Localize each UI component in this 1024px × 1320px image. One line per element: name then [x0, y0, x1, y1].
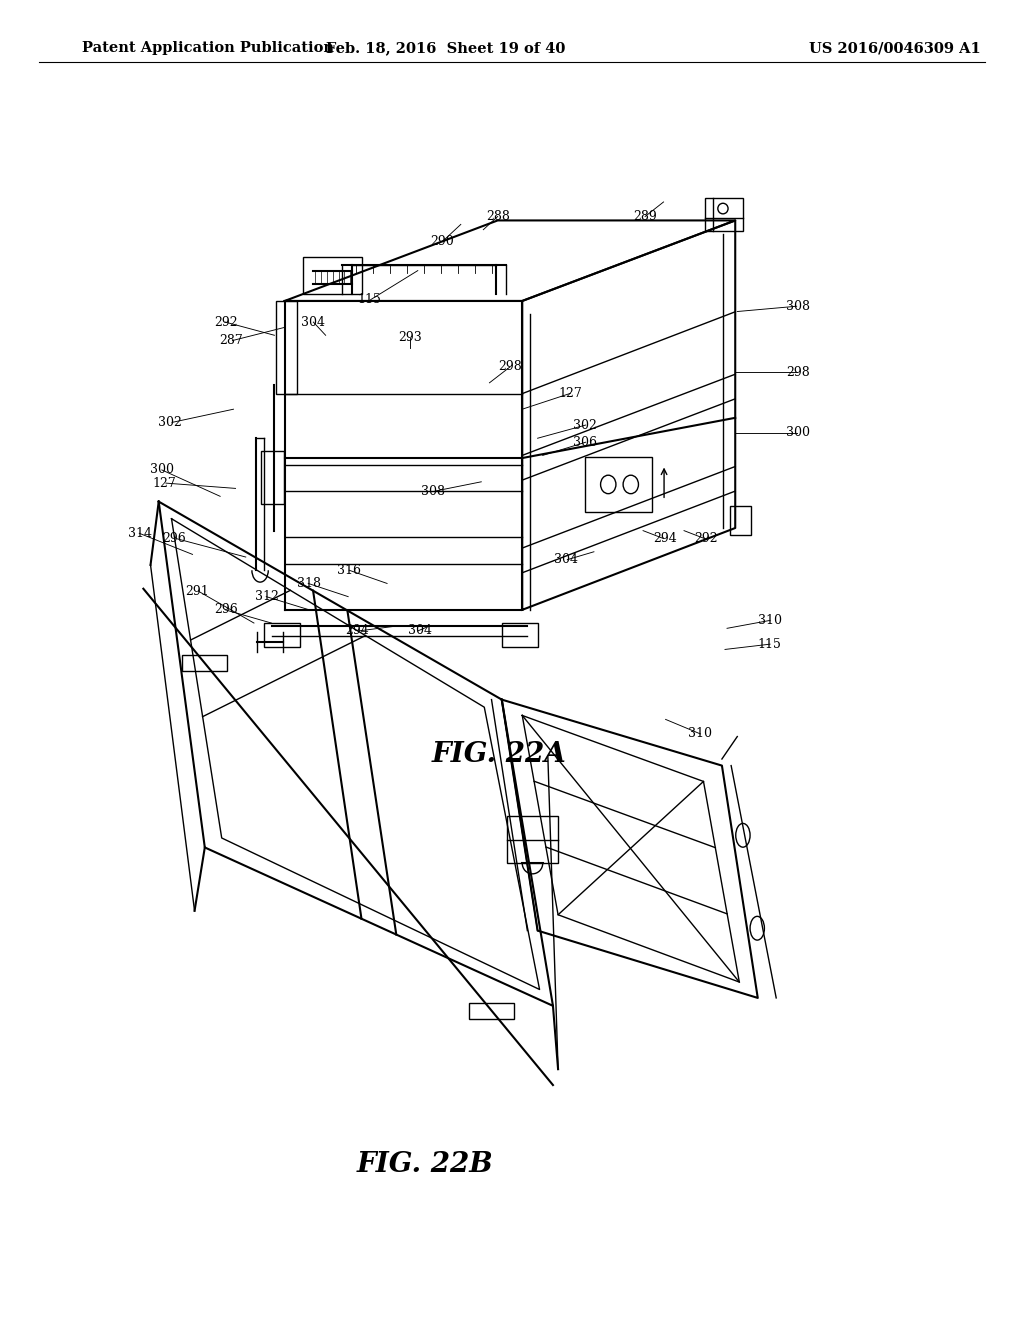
Text: FIG. 22A: FIG. 22A	[431, 741, 566, 768]
Text: Patent Application Publication: Patent Application Publication	[82, 41, 334, 55]
Text: 302: 302	[573, 418, 597, 432]
Text: 296: 296	[163, 532, 186, 545]
Text: FIG. 22B: FIG. 22B	[356, 1151, 494, 1177]
Text: 318: 318	[297, 577, 321, 590]
Text: 300: 300	[786, 426, 810, 440]
Text: 294: 294	[653, 532, 677, 545]
Text: 300: 300	[151, 463, 174, 477]
Text: 316: 316	[338, 564, 361, 577]
Text: 298: 298	[499, 360, 522, 374]
Text: 288: 288	[485, 210, 510, 223]
Text: 292: 292	[694, 532, 718, 545]
Text: 304: 304	[301, 315, 325, 329]
Text: 298: 298	[786, 366, 810, 379]
Text: 308: 308	[422, 484, 445, 498]
Text: 304: 304	[408, 624, 431, 638]
Text: 293: 293	[398, 331, 422, 345]
Text: 287: 287	[219, 334, 243, 347]
Text: 115: 115	[758, 638, 781, 651]
Text: 312: 312	[255, 590, 279, 603]
Text: 310: 310	[688, 727, 712, 741]
Text: Feb. 18, 2016  Sheet 19 of 40: Feb. 18, 2016 Sheet 19 of 40	[326, 41, 565, 55]
Text: 292: 292	[214, 315, 238, 329]
Text: 115: 115	[357, 293, 381, 306]
Text: 304: 304	[554, 553, 578, 566]
Text: 127: 127	[558, 387, 582, 400]
Text: US 2016/0046309 A1: US 2016/0046309 A1	[809, 41, 981, 55]
Text: 302: 302	[159, 416, 182, 429]
Text: 294: 294	[345, 624, 369, 638]
Text: 127: 127	[153, 477, 176, 490]
Text: 290: 290	[430, 235, 455, 248]
Text: 308: 308	[786, 300, 810, 313]
Text: 310: 310	[758, 614, 781, 627]
Text: 291: 291	[185, 585, 209, 598]
Text: 289: 289	[633, 210, 657, 223]
Text: 296: 296	[214, 603, 238, 616]
Text: 306: 306	[573, 436, 597, 449]
Text: 314: 314	[128, 527, 152, 540]
